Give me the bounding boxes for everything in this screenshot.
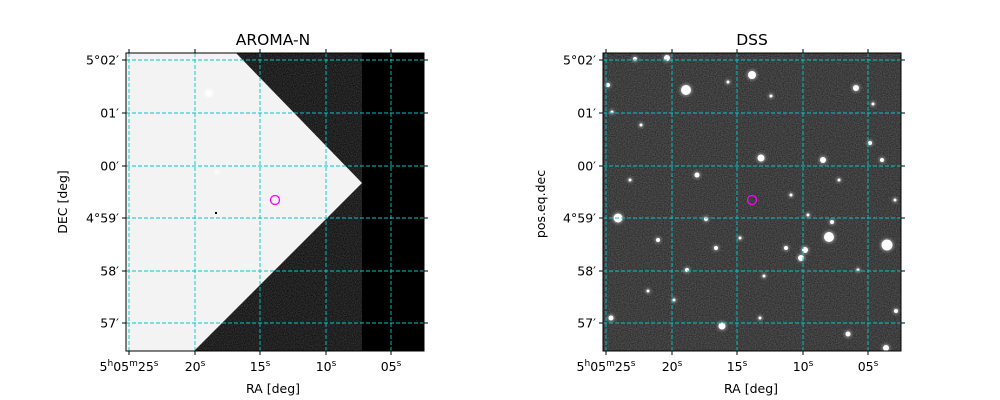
ra-tick-label: 5h​05m​25s​ — [100, 359, 159, 374]
star — [757, 154, 765, 162]
star — [726, 80, 730, 84]
star — [868, 141, 872, 145]
star — [871, 102, 875, 106]
ra-tick-labels: 5h​05m​25s​ 20s​ 15s​ 10s​ 05s​ — [577, 359, 879, 374]
star — [694, 172, 700, 178]
star — [656, 238, 660, 242]
star — [798, 255, 804, 261]
dss-grid — [599, 49, 905, 355]
aroma-n-frame — [125, 52, 425, 352]
star — [894, 309, 898, 313]
aroma-n-grid — [122, 49, 428, 355]
star — [606, 83, 610, 87]
ra-tick-label: 5h​05m​25s​ — [577, 359, 636, 374]
dss-image — [603, 53, 901, 351]
aroma-n-panel: AROMA-N 5h​05m​25s​ 20s​ 15s​ 10s​ 05s​ 5°02… — [55, 31, 428, 396]
star — [806, 213, 810, 217]
ra-tick-label: 15s​ — [250, 359, 271, 374]
star — [639, 123, 643, 127]
target-marker — [269, 194, 281, 206]
star — [853, 85, 859, 91]
dec-tick-label: 5°02′ — [563, 53, 596, 68]
dec-tick-label: 00′ — [577, 159, 596, 174]
dss-stars — [604, 53, 900, 351]
y-axis-label: DEC [deg] — [55, 170, 70, 234]
star — [883, 345, 889, 351]
dec-tick-label: 58′ — [577, 264, 596, 279]
star — [628, 178, 632, 182]
star — [893, 198, 897, 202]
dss-noise — [603, 53, 901, 351]
aroma-n-image — [126, 53, 424, 351]
star — [758, 316, 762, 320]
ra-tick-label: 05s​ — [381, 359, 402, 374]
star — [718, 322, 726, 330]
dec-tick-label: 4°59′ — [86, 211, 119, 226]
star — [837, 178, 841, 182]
star — [784, 246, 788, 250]
ra-tick-label: 20s​ — [662, 359, 683, 374]
star — [769, 94, 773, 98]
aroma-n-bright-spot — [205, 89, 213, 97]
dec-tick-label: 01′ — [577, 106, 596, 121]
ra-tick-labels: 5h​05m​25s​ 20s​ 15s​ 10s​ 05s​ — [100, 359, 402, 374]
dec-tick-label: 4°59′ — [563, 211, 596, 226]
dec-tick-label: 00′ — [100, 159, 119, 174]
star — [646, 289, 650, 293]
star — [789, 193, 793, 197]
star — [802, 247, 808, 253]
dss-frame — [602, 52, 902, 352]
panel-title: DSS — [736, 31, 768, 49]
dec-tick-label: 57′ — [577, 316, 596, 331]
star — [845, 331, 851, 337]
panel-title: AROMA-N — [236, 31, 310, 49]
dec-tick-label: 5°02′ — [86, 53, 119, 68]
star — [762, 274, 766, 278]
star — [681, 85, 691, 95]
x-axis-label: RA [deg] — [724, 381, 778, 396]
star — [738, 236, 742, 240]
dec-tick-labels: 5°02′ 01′ 00′ 4°59′ 58′ 57′ — [86, 53, 119, 331]
ra-tick-label: 10s​ — [316, 359, 337, 374]
dec-tick-label: 01′ — [100, 106, 119, 121]
star — [714, 246, 718, 250]
target-marker — [746, 194, 758, 206]
ra-tick-label: 05s​ — [858, 359, 879, 374]
star — [880, 158, 884, 162]
star — [664, 55, 670, 61]
dec-tick-label: 57′ — [100, 316, 119, 331]
star — [830, 220, 834, 224]
ra-tick-label: 15s​ — [727, 359, 748, 374]
star — [748, 71, 756, 79]
star — [820, 157, 826, 163]
star — [608, 315, 614, 321]
aroma-n-bright-spot — [215, 170, 219, 174]
y-axis-label: pos.eq.dec — [533, 170, 548, 238]
dec-tick-labels: 5°02′ 01′ 00′ 4°59′ 58′ 57′ — [563, 53, 596, 331]
star — [672, 298, 676, 302]
aroma-n-noise — [126, 53, 362, 351]
dss-panel: DSS 5h​05m​25s​ 20s​ 15s​ 10s​ 05s​ 5°02′ 01′… — [533, 31, 905, 396]
x-axis-label: RA [deg] — [246, 381, 300, 396]
ra-tick-label: 10s​ — [793, 359, 814, 374]
dec-tick-label: 58′ — [100, 264, 119, 279]
star — [881, 239, 893, 251]
star — [824, 232, 834, 242]
ra-tick-label: 20s​ — [185, 359, 206, 374]
aroma-n-dark-pixel — [215, 212, 217, 214]
